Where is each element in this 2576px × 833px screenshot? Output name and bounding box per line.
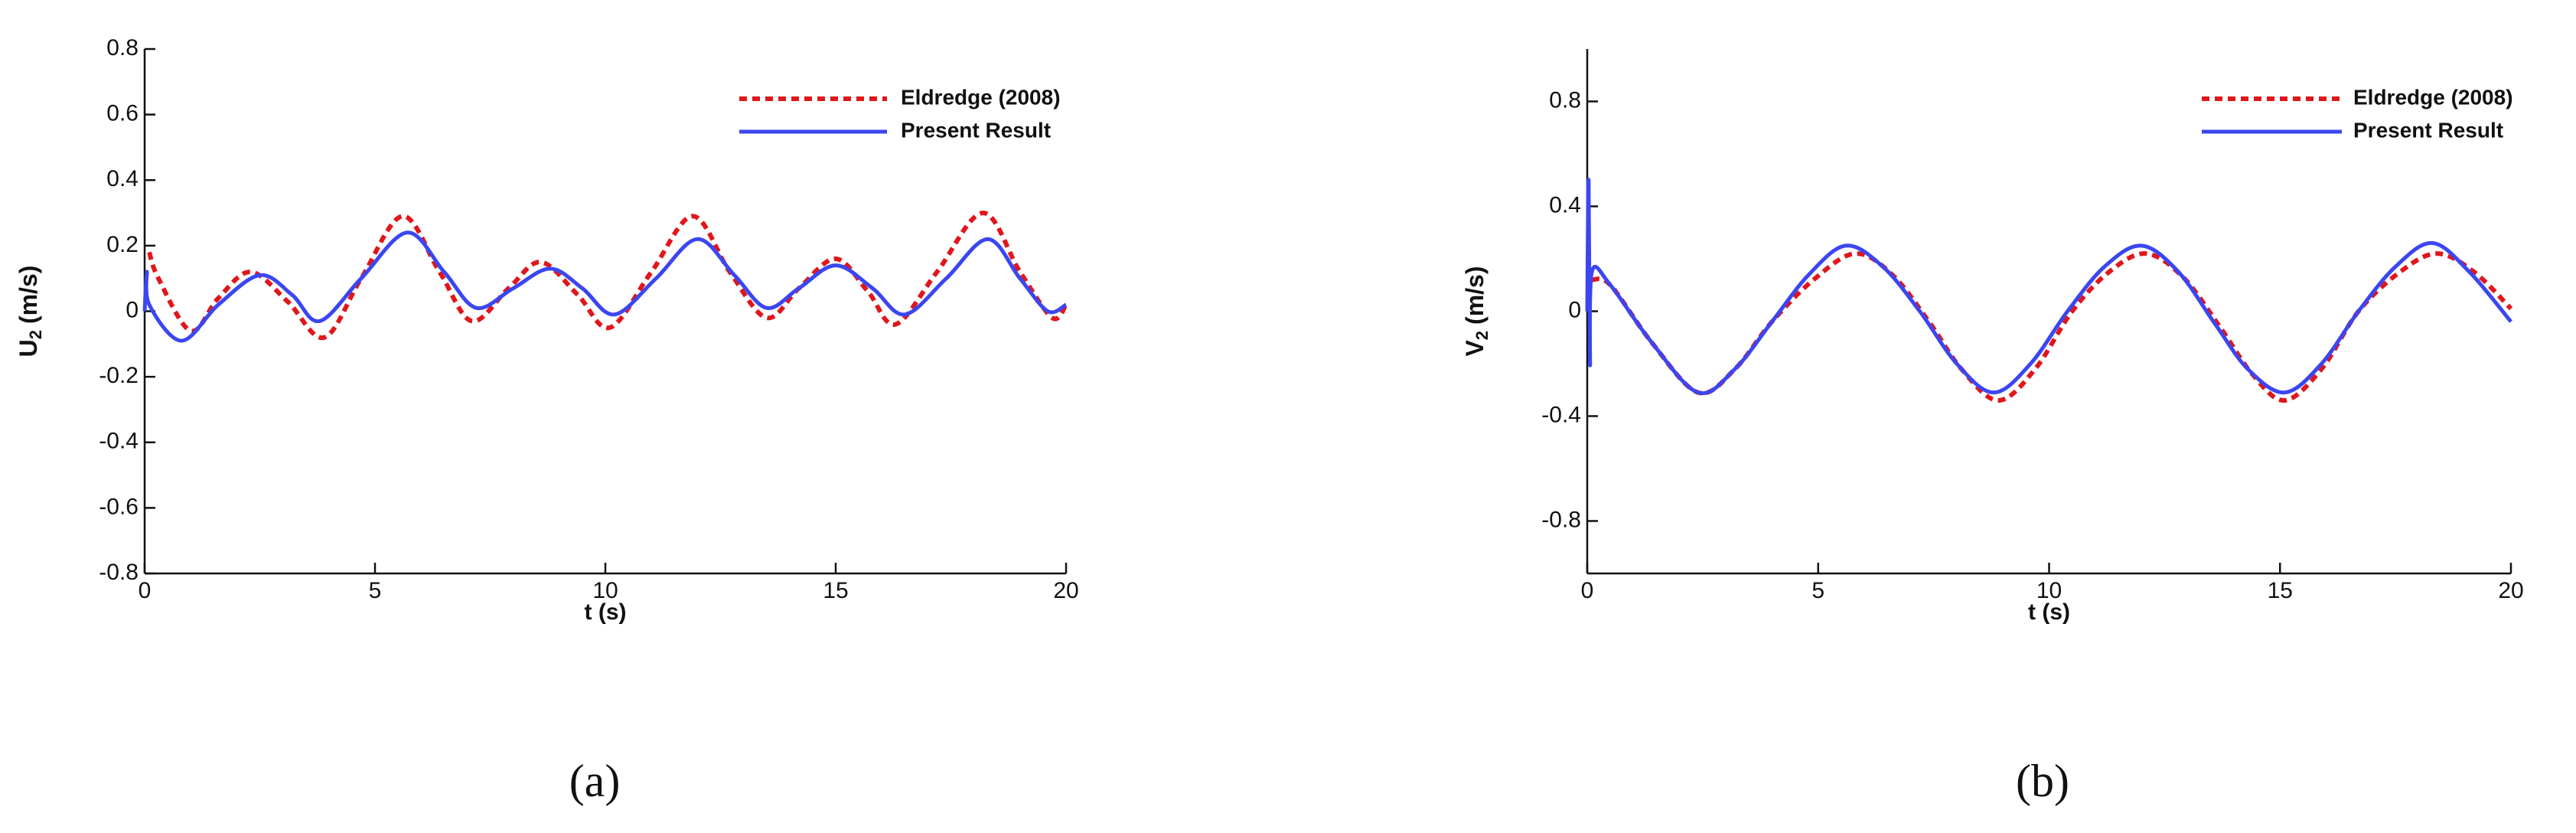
y-tick-label: -0.4 xyxy=(1541,402,1581,427)
series-line xyxy=(1585,178,2512,396)
y-label-symbol: U xyxy=(15,339,42,357)
y-tick-label: -0.6 xyxy=(99,494,139,519)
x-tick-label: 15 xyxy=(2268,578,2293,603)
y-label-sub: 2 xyxy=(26,330,45,339)
y-tick-label: -0.8 xyxy=(99,560,139,585)
x-tick-label: 10 xyxy=(592,578,618,603)
x-tick-label: 0 xyxy=(139,578,152,603)
y-label-unit: (m/s) xyxy=(1461,266,1489,324)
y-axis-label: U2 (m/s) xyxy=(15,266,44,358)
chart: -0.8 -0.4 0 0.4 0.8 0 5 10 15 20 t (s) V2 (m/s) Eldre… xyxy=(1461,49,2524,806)
x-tick-label: 20 xyxy=(2498,578,2523,603)
x-tick-label: 15 xyxy=(823,578,848,603)
legend-label: Eldredge (2008) xyxy=(2353,85,2513,109)
y-tick-label: 0.6 xyxy=(106,101,139,126)
y-label-unit: (m/s) xyxy=(15,266,42,324)
legend-label: Present Result xyxy=(2353,118,2503,142)
x-tick-label: 0 xyxy=(1581,578,1594,603)
y-tick-label: 0 xyxy=(1568,297,1581,322)
y-tick-label: 0 xyxy=(126,297,139,322)
y-tick-label: 0.8 xyxy=(106,35,139,60)
caption: (b) xyxy=(2016,756,2069,806)
y-tick-label: 0.4 xyxy=(1549,192,1581,217)
x-tick-label: 5 xyxy=(369,578,382,603)
series-line xyxy=(147,211,1068,340)
y-tick-label: -0.2 xyxy=(99,363,139,388)
y-label-symbol: V xyxy=(1461,340,1489,357)
y-tick-label: 0.2 xyxy=(106,232,139,257)
y-tick-label: -0.4 xyxy=(99,429,139,454)
y-tick-label: 0.8 xyxy=(1549,87,1581,113)
y-tick-label: 0.4 xyxy=(106,166,139,191)
y-tick-label: -0.8 xyxy=(1541,507,1581,532)
x-tick-label: 20 xyxy=(1053,578,1078,603)
chart: -0.8 -0.6 -0.4 -0.2 0 0.2 0.4 0.6 0.8 0 5 10 15 20 t (… xyxy=(15,35,1078,806)
x-axis-label: t (s) xyxy=(585,599,627,625)
series-line xyxy=(142,230,1068,343)
legend-label: Present Result xyxy=(901,118,1051,142)
y-label-sub: 2 xyxy=(1472,331,1492,340)
legend-label: Eldredge (2008) xyxy=(901,85,1061,109)
caption: (a) xyxy=(569,756,621,806)
y-axis-label: V2 (m/s) xyxy=(1461,266,1491,356)
x-tick-label: 10 xyxy=(2036,578,2062,603)
series-line xyxy=(1591,251,2513,403)
x-tick-label: 5 xyxy=(1811,578,1824,603)
x-axis-label: t (s) xyxy=(2028,599,2070,625)
